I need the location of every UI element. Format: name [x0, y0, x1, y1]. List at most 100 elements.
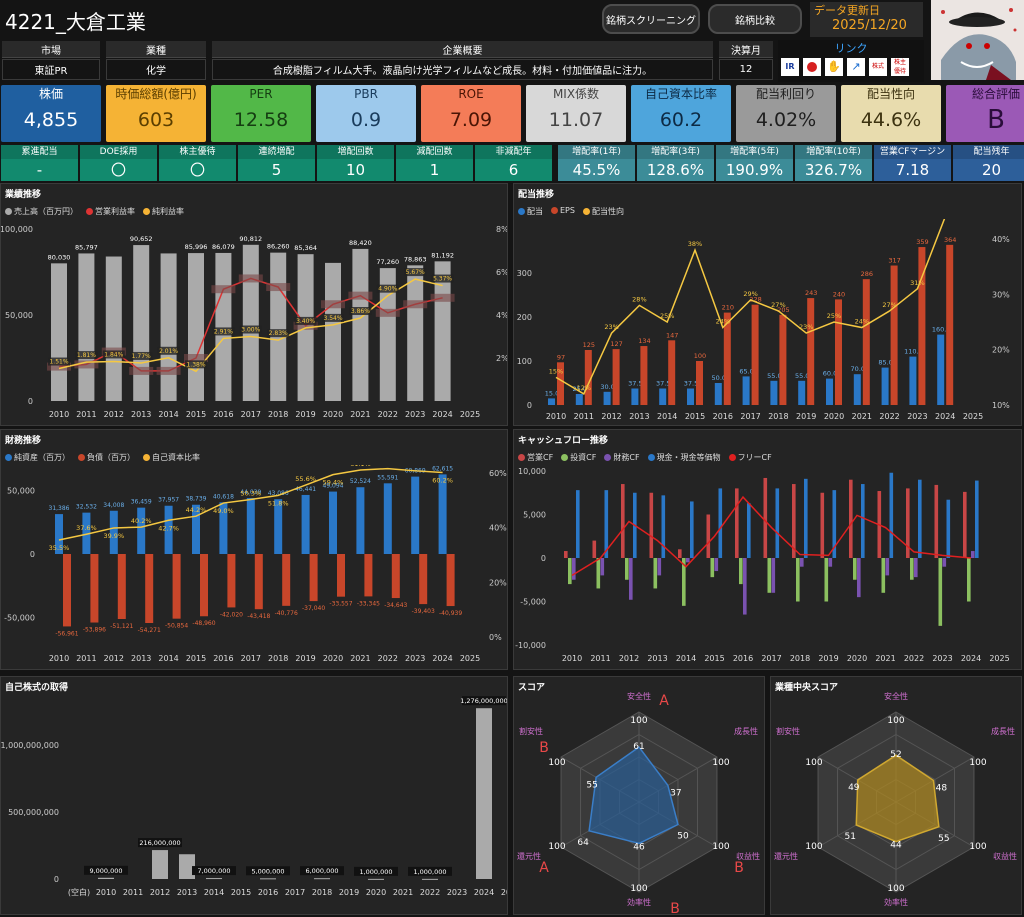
debt-data-label: -40,776: [275, 610, 298, 617]
minkabu-link-icon[interactable]: ✋: [825, 58, 843, 76]
radar-max-label: 100: [712, 758, 729, 768]
debt-bar: [145, 554, 154, 624]
kpi-label: MIX係数: [552, 87, 600, 101]
radar-axis-label: 収益性: [993, 851, 1017, 861]
payout-data-label: 27%: [771, 301, 785, 309]
benefit-link-icon[interactable]: 株主 優待: [891, 58, 909, 76]
x-tick-label: 2016: [213, 654, 233, 663]
radar-axis-label: 安全性: [627, 691, 651, 701]
x-tick-label: 2019: [295, 410, 315, 419]
sales-data-label: 90,812: [239, 235, 262, 243]
kpi-value: 44.6%: [860, 109, 922, 131]
equity-bar: [301, 494, 310, 554]
legend-item: 営業CF: [518, 452, 553, 463]
sales-data-label: 77,260: [376, 258, 399, 266]
x-tick-label: 2015: [186, 654, 206, 663]
chart-link-icon[interactable]: ↗: [847, 58, 865, 76]
radar-value: 55: [938, 834, 949, 844]
debt-bar: [309, 554, 318, 602]
kpi-label: 時価総額(億円): [115, 87, 197, 101]
x-tick-label: 2024: [961, 654, 981, 663]
sector-value: 化学: [106, 59, 206, 80]
screening-button[interactable]: 銘柄スクリーニング: [602, 4, 700, 34]
radar-axis-label: 割安性: [776, 726, 800, 736]
operating-cf-bar: [678, 549, 682, 558]
equity-ratio-data-label: 44.2%: [186, 506, 207, 514]
x-tick-label: 2015: [704, 654, 724, 663]
market-value: 東証PR: [2, 59, 100, 80]
buyback-label-bg: [138, 838, 182, 848]
equity-ratio-data-label: 59.4%: [323, 479, 344, 487]
yahoo-link-icon[interactable]: 株式: [869, 58, 887, 76]
equity-data-label: 32,532: [76, 504, 97, 511]
payout-data-label: 12%: [577, 384, 591, 392]
x-tick-label: 2018: [312, 888, 332, 897]
net-margin-line: [58, 278, 443, 373]
x-tick-label: 2022: [904, 654, 924, 663]
radar-value: 61: [633, 742, 644, 752]
eps-data-label: 205: [777, 306, 789, 314]
debt-data-label: -43,418: [247, 613, 270, 620]
eps-bar: [584, 350, 592, 405]
buyback-bar: [422, 878, 438, 880]
dividend-data-label: 30.0: [600, 383, 614, 391]
kpi-card: PBR 0.9: [316, 85, 416, 142]
dividend-data-label: 110.0: [904, 348, 923, 356]
eps-bar: [668, 340, 676, 405]
sales-bar: [352, 248, 369, 401]
eps-bar: [696, 361, 703, 405]
indicator-value: 10: [345, 161, 366, 179]
kpi-label: 総合評価: [971, 87, 1020, 101]
dividend-bar: [575, 394, 583, 405]
sales-bar: [160, 253, 177, 401]
links-box: リンク IR ✋ ↗ 株式 株主 優待: [778, 40, 924, 82]
operating-cf-bar: [820, 492, 825, 558]
indicator-label: 増配率(3年): [637, 145, 714, 159]
dividend-bar: [937, 334, 945, 405]
radar-axis-label: 安全性: [884, 691, 908, 701]
sales-data-label: 85,797: [75, 243, 98, 251]
compare-button[interactable]: 銘柄比較: [708, 4, 802, 34]
kpi-value: 7.09: [449, 109, 493, 131]
equity-data-label: 44,039: [240, 489, 261, 496]
payout-data-label: 27%: [882, 301, 896, 309]
x-tick-label: 2024: [474, 888, 494, 897]
legend-debt-label: 負債（百万）: [87, 453, 135, 462]
dividend-chart: 300 200 100 0 40% 30% 20% 10% 15.0 25.0 30.0 37.5 37…: [517, 219, 1010, 421]
indicator-card: 減配回数 1: [396, 145, 473, 181]
x-tick-label: 2025: [460, 410, 480, 419]
eps-data-label: 286: [861, 270, 873, 278]
investing-cf-bar: [625, 558, 629, 580]
dividend-bar: [826, 378, 833, 405]
net-margin-data-label: 1.81%: [77, 352, 96, 359]
radar-axis-label: 還元性: [774, 851, 798, 861]
equity-ratio-data-label: 51.8%: [268, 499, 289, 507]
eps-data-label: 364: [944, 236, 956, 244]
debt-bar: [282, 554, 291, 606]
operating-cf-bar: [963, 491, 967, 558]
kpi-value: 11.07: [548, 109, 604, 131]
y-tick-label: 0: [30, 550, 35, 559]
x-tick-label: 2020: [323, 654, 343, 663]
dividend-data-label: 70.0: [851, 365, 865, 373]
op-margin-marker: [129, 366, 154, 375]
eps-bar: [751, 304, 759, 405]
market-header: 市場: [2, 41, 100, 58]
y-tick-label: 40%: [992, 235, 1010, 244]
eps-data-label: 359: [916, 238, 928, 246]
eps-bar: [612, 349, 620, 405]
financing-cf-bar: [942, 558, 947, 567]
x-tick-label: 2021: [875, 654, 895, 663]
ir-bank-link-icon[interactable]: IR: [781, 58, 799, 76]
score-radar: 61 37 50 46 64 55 安全性 100 A 成長性 100 収益性 100 B 効率性 100 B 還…: [517, 691, 760, 914]
eps-bar: [779, 314, 787, 405]
equity-bar: [274, 499, 283, 554]
sector-header: 業種: [106, 41, 206, 58]
x-tick-label: 2014: [204, 888, 224, 897]
debt-data-label: -40,939: [439, 610, 462, 617]
indicator-card: DOE採用〇: [80, 145, 157, 181]
kabutan-link-icon[interactable]: [803, 58, 821, 76]
legend-fincf-label: 財務CF: [613, 453, 640, 462]
equity-ratio-data-label: 37.6%: [76, 524, 97, 532]
payout-data-label: 25%: [827, 312, 841, 320]
